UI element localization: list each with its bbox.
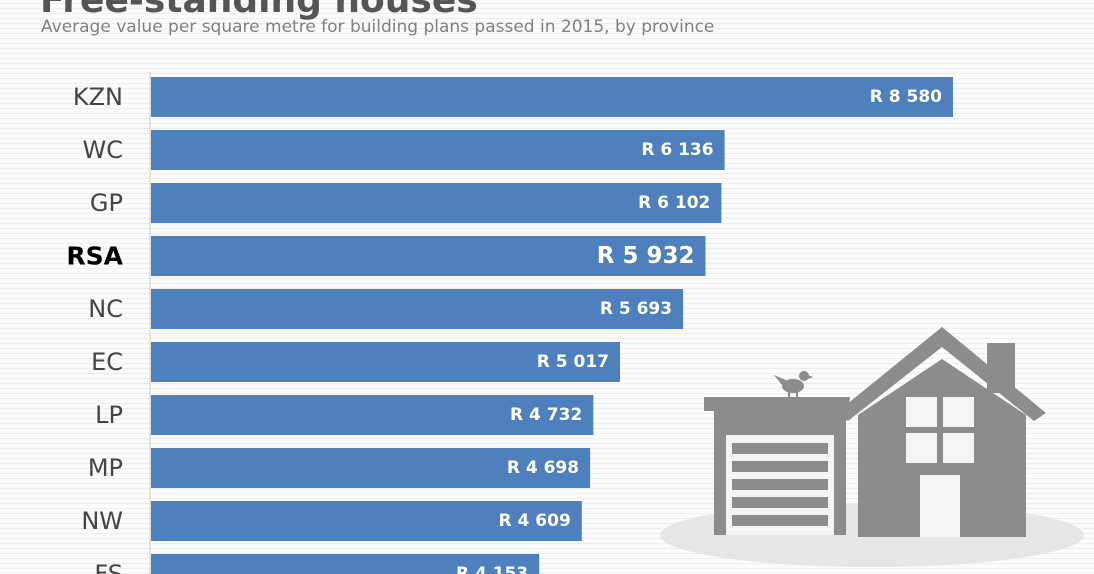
chicken-icon [774,371,813,397]
bar-value-label-nw: R 4 609 [499,511,571,531]
bar-kzn [151,77,953,117]
chart-title: Free-standing houses [40,0,478,21]
bar-value-label-mp: R 4 698 [507,458,579,478]
category-label-ec: EC [91,348,123,376]
category-label-rsa: RSA [66,242,123,271]
chart-subtitle: Average value per square metre for build… [41,17,715,37]
category-label-mp: MP [88,454,123,482]
bar-value-label-wc: R 6 136 [641,140,713,160]
front-door-icon [920,475,960,537]
bar-value-label-gp: R 6 102 [638,193,710,213]
bar-fs [151,554,540,574]
bar-wc [151,130,725,170]
bar-ec [151,342,620,382]
bar-value-label-nc: R 5 693 [600,299,672,319]
category-label-fs: FS [94,560,123,574]
bar-series: R 8 580 KZN R 6 136 WC R 6 102 GP R 5 932 RSA R … [66,77,953,574]
category-label-gp: GP [90,189,123,217]
bar-gp [151,183,722,223]
bar-lp [151,395,594,435]
house-icon [660,327,1084,567]
house-roof-icon [836,327,1046,421]
bar-mp [151,448,591,488]
bar-value-label-rsa: R 5 932 [597,243,695,269]
garage-roof-icon [704,397,850,411]
bar-nc [151,289,684,329]
bar-value-label-ec: R 5 017 [537,352,609,372]
category-label-nw: NW [81,507,123,535]
category-label-nc: NC [88,295,123,323]
bar-value-label-kzn: R 8 580 [870,87,942,107]
category-label-lp: LP [95,401,123,429]
bar-value-label-fs: R 4 153 [456,564,528,574]
category-label-wc: WC [83,136,124,164]
window-mullion-h-icon [906,427,974,433]
garage-door-slats-icon [732,443,828,526]
bar-nw [151,501,582,541]
category-label-kzn: KZN [73,83,123,111]
bar-rsa [151,236,706,276]
bar-value-label-lp: R 4 732 [510,405,582,425]
